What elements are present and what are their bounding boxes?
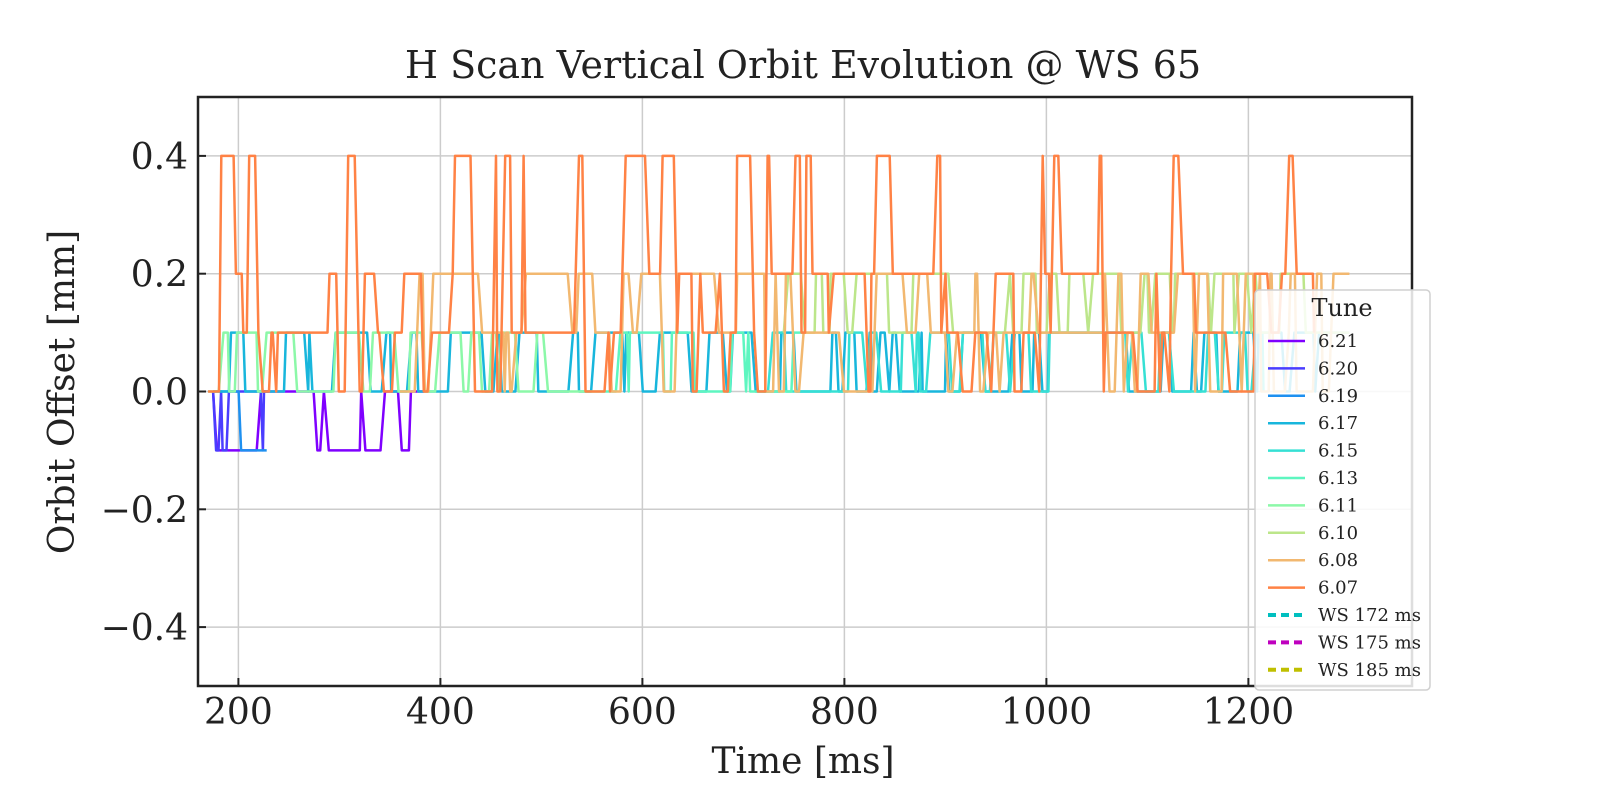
x-tick-label: 1000	[1001, 692, 1093, 733]
legend-label: WS 175 ms	[1318, 632, 1421, 653]
x-tick-label: 800	[810, 692, 879, 733]
legend-label: 6.08	[1318, 550, 1358, 571]
y-axis-label: Orbit Offset [mm]	[42, 230, 83, 554]
legend-label: 6.20	[1318, 358, 1358, 379]
series-line-6.07	[208, 154, 1316, 393]
legend-label: 6.10	[1318, 523, 1358, 544]
y-tick-label: 0.2	[131, 255, 188, 296]
legend-label: 6.07	[1318, 578, 1358, 599]
legend-label: 6.11	[1318, 495, 1358, 516]
legend-box	[1254, 289, 1431, 691]
series-line-6.08	[400, 272, 1350, 393]
y-tick-label: −0.4	[101, 608, 188, 649]
x-tick-label: 400	[406, 692, 475, 733]
legend-label: 6.21	[1318, 331, 1358, 352]
y-tick-label: 0.0	[131, 373, 188, 414]
legend-title: Tune	[1311, 294, 1372, 322]
x-axis-label: Time [ms]	[711, 741, 894, 782]
legend-label: WS 172 ms	[1318, 605, 1421, 626]
y-tick-label: 0.4	[131, 137, 188, 178]
x-tick-label: 200	[204, 692, 273, 733]
legend-label: 6.15	[1318, 441, 1358, 462]
legend-label: 6.13	[1318, 468, 1358, 489]
legend: Tune 6.21 6.20 6.19 6.17 6.15 6.13 6.11 6.10 6.0…	[1254, 289, 1431, 691]
x-tick-label: 600	[608, 692, 677, 733]
x-tick-label: 1200	[1203, 692, 1295, 733]
series-group	[208, 154, 1350, 452]
axis-ticks: 200 400 600 800 1000 1200 −0.4 −0.2 0.0 0.2 0.4	[101, 137, 1295, 733]
chart-title: H Scan Vertical Orbit Evolution @ WS 65	[405, 43, 1201, 87]
y-tick-label: −0.2	[101, 490, 188, 531]
legend-label: 6.17	[1318, 413, 1358, 434]
legend-label: WS 185 ms	[1318, 660, 1421, 681]
legend-label: 6.19	[1318, 386, 1358, 407]
